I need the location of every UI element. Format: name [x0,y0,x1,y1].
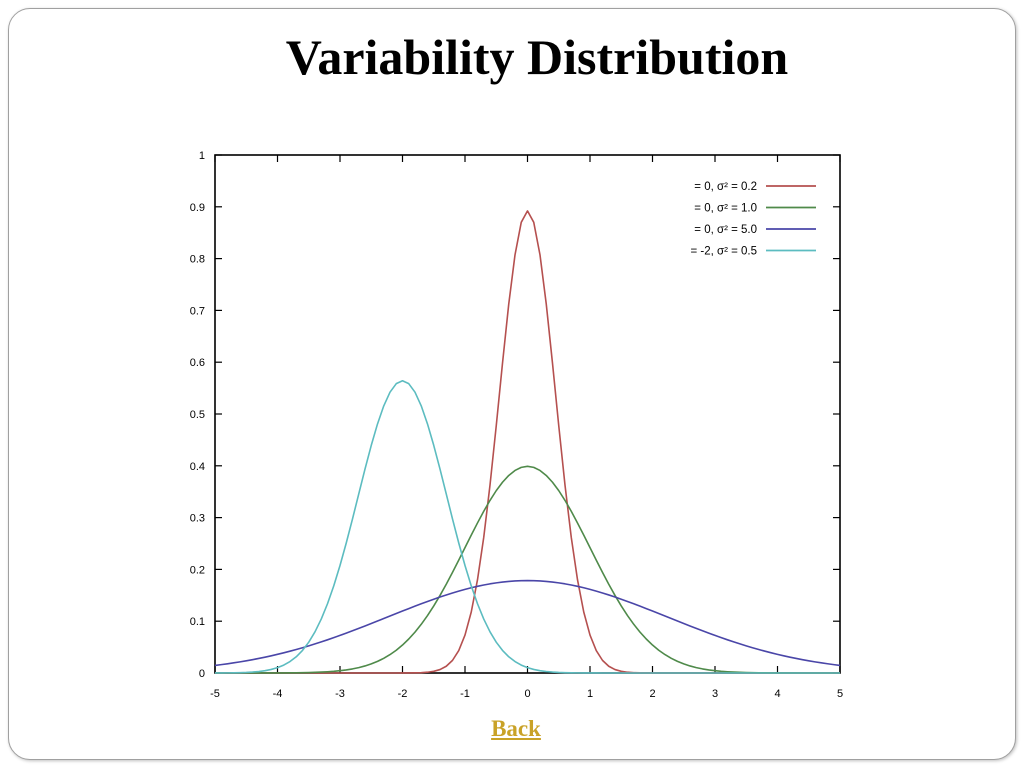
y-axis-ticks: 0 0.1 0.2 0.3 0.4 0.5 0.6 0.7 0.8 0.9 1 [190,150,840,680]
x-tick-label: 0 [524,688,530,700]
x-tick-label: -2 [398,688,408,700]
y-tick-label: 0 [199,668,205,680]
legend-label-0: = 0, σ² = 0.2 [694,181,757,193]
y-tick-label: 0.8 [190,254,205,266]
back-link[interactable]: Back [491,716,541,741]
y-tick-label: 0.4 [190,461,205,473]
y-tick-label: 0.1 [190,616,205,628]
series-line-3 [214,379,840,674]
x-tick-label: 2 [649,688,655,700]
x-tick-label: -4 [273,688,283,700]
chart-series [214,210,841,674]
slide-frame [8,8,1016,760]
series-line-0 [215,210,840,674]
x-tick-label: -3 [335,688,345,700]
y-tick-label: 0.7 [190,305,205,317]
chart-legend: = 0, σ² = 0.2 = 0, σ² = 1.0 = 0, σ² = 5.0 =… [690,181,816,258]
x-tick-label: -5 [210,688,220,700]
legend-label-3: = -2, σ² = 0.5 [690,246,757,258]
y-tick-label: 0.5 [190,409,205,421]
legend-label-1: = 0, σ² = 1.0 [694,203,757,215]
x-tick-label: 1 [587,688,593,700]
y-tick-label: 0.9 [190,202,205,214]
x-tick-label: -1 [460,688,470,700]
series-line-2 [214,579,841,667]
y-tick-label: 0.3 [190,513,205,525]
x-tick-label: 5 [837,688,843,700]
y-tick-label: 0.2 [190,564,205,576]
legend-label-2: = 0, σ² = 5.0 [694,224,757,236]
series-line-1 [215,465,840,674]
x-tick-label: 4 [774,688,780,700]
x-axis-ticks: -5 -4 -3 -2 -1 0 1 2 3 4 5 [210,155,843,700]
x-tick-label: 3 [712,688,718,700]
y-tick-label: 1 [199,150,205,162]
slide-title: Variability Distribution [285,29,789,85]
y-tick-label: 0.6 [190,357,205,369]
normal-distribution-chart: -5 -4 -3 -2 -1 0 1 2 3 4 5 00.10.20.30.40.50.60.70… [190,150,843,700]
